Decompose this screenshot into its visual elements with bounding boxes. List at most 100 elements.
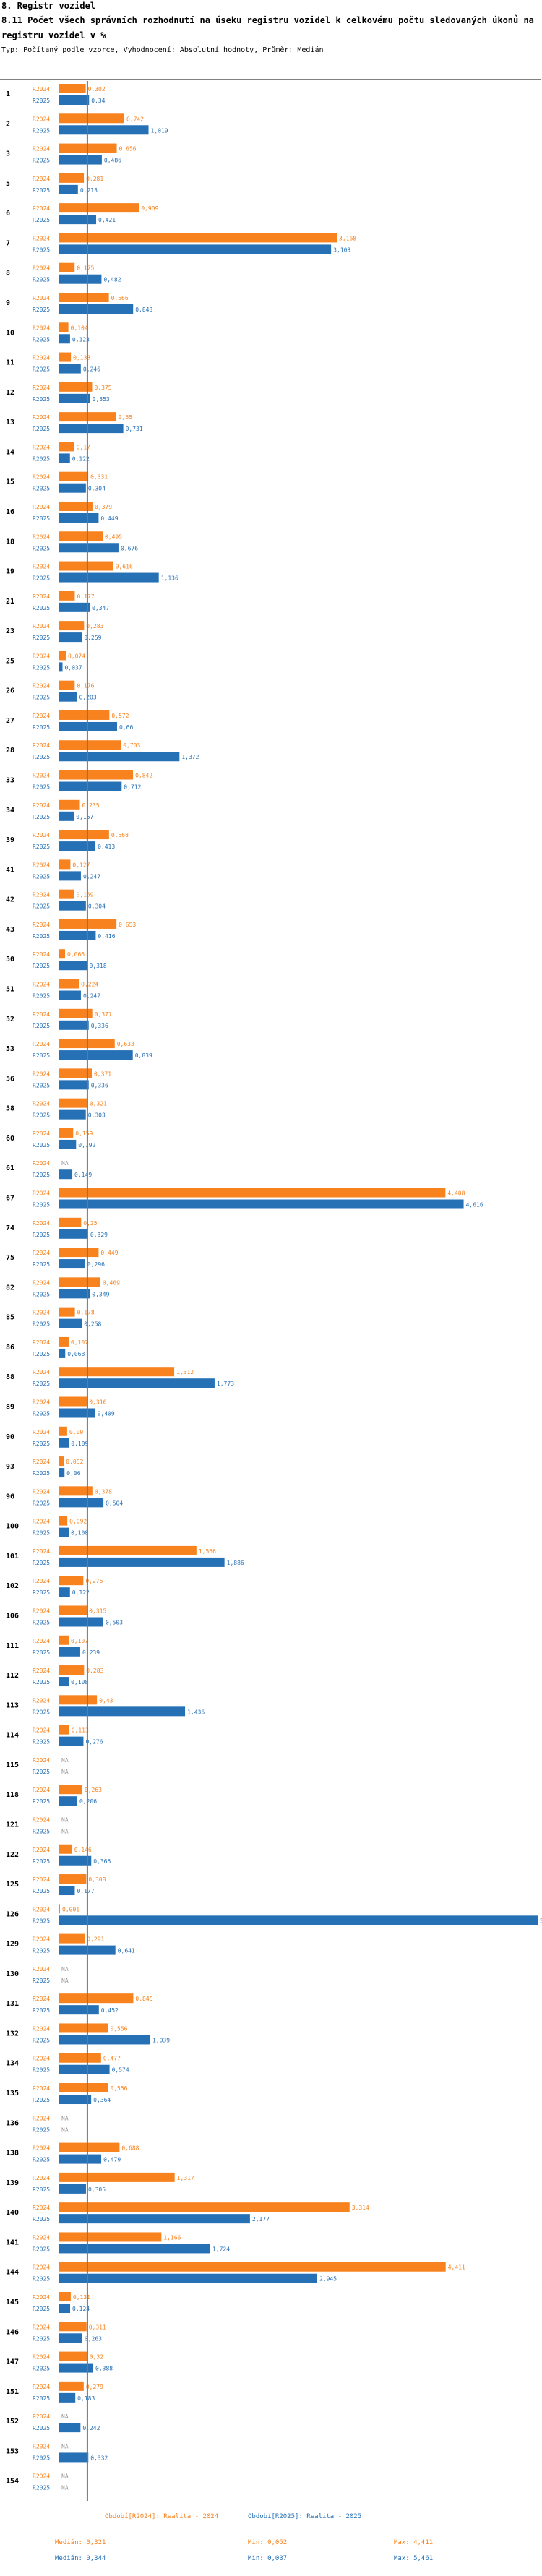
value-label: 0,332 bbox=[90, 2455, 108, 2461]
category-label: 131 bbox=[6, 2000, 19, 2008]
value-label: 4,411 bbox=[448, 2264, 465, 2271]
series-label: R2024 bbox=[33, 1011, 50, 1018]
series-label: R2024 bbox=[33, 951, 50, 958]
series-label: R2024 bbox=[33, 325, 50, 331]
bar bbox=[59, 352, 72, 362]
value-label: 1,773 bbox=[217, 1381, 234, 1387]
category-label: 86 bbox=[6, 1344, 14, 1352]
bar bbox=[59, 1217, 82, 1227]
bar bbox=[59, 2023, 108, 2033]
series-label: R2025 bbox=[33, 933, 50, 940]
value-label: 0,133 bbox=[73, 355, 90, 361]
category-label: 102 bbox=[6, 1582, 19, 1590]
na-label: NA bbox=[61, 1160, 69, 1167]
bar bbox=[59, 710, 110, 720]
category-label: 16 bbox=[6, 508, 14, 516]
bar bbox=[59, 2423, 81, 2433]
value-label: 0,213 bbox=[80, 187, 98, 194]
series-label: R2024 bbox=[33, 2443, 50, 2450]
bar bbox=[59, 721, 118, 731]
bar bbox=[59, 1109, 86, 1120]
series-label: R2024 bbox=[33, 235, 50, 241]
value-label: 4,616 bbox=[466, 1202, 483, 1208]
chart-title: 8.11 Počet všech správních rozhodnutí na… bbox=[1, 15, 534, 40]
bar bbox=[59, 215, 97, 225]
bar bbox=[59, 811, 74, 821]
value-label: 1,436 bbox=[187, 1709, 205, 1715]
legend-max: Max: 4,411 bbox=[394, 2539, 433, 2546]
value-label: 0,113 bbox=[72, 1727, 89, 1734]
value-label: 0,316 bbox=[89, 1399, 106, 1405]
category-label: 43 bbox=[6, 926, 14, 934]
bar bbox=[59, 1486, 93, 1496]
series-label: R2024 bbox=[33, 713, 50, 719]
bar bbox=[59, 1188, 446, 1198]
series-label: R2024 bbox=[33, 1936, 50, 1943]
value-label: 0,375 bbox=[94, 385, 111, 391]
category-label: 101 bbox=[6, 1553, 19, 1560]
value-label: 0,131 bbox=[73, 2294, 90, 2301]
bar bbox=[59, 871, 81, 881]
series-label: R2025 bbox=[33, 575, 50, 582]
value-label: 0,495 bbox=[105, 533, 122, 540]
value-label: 1,886 bbox=[227, 1560, 244, 1566]
bar bbox=[59, 2142, 120, 2152]
bar bbox=[59, 2095, 92, 2105]
series-label: R2025 bbox=[33, 1441, 50, 1447]
series-label: R2024 bbox=[33, 683, 50, 690]
value-label: 0,315 bbox=[89, 1607, 106, 1614]
category-label: 125 bbox=[6, 1881, 19, 1889]
value-label: 0,574 bbox=[112, 2067, 129, 2074]
na-label: NA bbox=[61, 1966, 69, 1972]
category-label: 136 bbox=[6, 2119, 19, 2127]
value-label: 0,653 bbox=[119, 922, 136, 928]
series-label: R2025 bbox=[33, 1052, 50, 1059]
bar bbox=[59, 770, 134, 780]
bar bbox=[59, 949, 66, 959]
bar bbox=[59, 1855, 92, 1866]
bar bbox=[59, 1408, 95, 1418]
series-label: R2024 bbox=[33, 86, 50, 93]
value-label: 0,321 bbox=[90, 1101, 107, 1107]
category-label: 152 bbox=[6, 2418, 19, 2426]
series-label: R2025 bbox=[33, 1232, 50, 1238]
series-label: R2025 bbox=[33, 1918, 50, 1924]
bar bbox=[59, 2202, 350, 2212]
category-label: 115 bbox=[6, 1761, 19, 1769]
value-label: 0,176 bbox=[77, 683, 94, 690]
category-label: 1 bbox=[6, 90, 10, 98]
series-label: R2024 bbox=[33, 2175, 50, 2181]
series-label: R2025 bbox=[33, 2485, 50, 2491]
value-label: 0,331 bbox=[90, 474, 108, 481]
value-label: 0,486 bbox=[104, 158, 121, 164]
series-label: R2024 bbox=[33, 2145, 50, 2152]
bar bbox=[59, 632, 82, 643]
value-label: 0,17 bbox=[77, 444, 90, 450]
category-label: 19 bbox=[6, 568, 14, 576]
na-label: NA bbox=[61, 1816, 69, 1823]
series-label: R2025 bbox=[33, 993, 50, 1000]
series-label: R2024 bbox=[33, 1459, 50, 1465]
value-label: 0,092 bbox=[69, 1519, 87, 1525]
series-label: R2024 bbox=[33, 1906, 50, 1912]
value-label: 0,318 bbox=[90, 963, 107, 969]
value-label: 0,127 bbox=[72, 862, 90, 868]
value-label: 0,742 bbox=[126, 116, 144, 122]
bar bbox=[59, 2035, 150, 2045]
bar bbox=[59, 1259, 85, 1269]
series-label: R2024 bbox=[33, 355, 50, 361]
value-label: 0,283 bbox=[86, 623, 103, 630]
series-label: R2025 bbox=[33, 1589, 50, 1596]
category-label: 135 bbox=[6, 2090, 19, 2098]
series-label: R2025 bbox=[33, 2037, 50, 2043]
value-label: 0,656 bbox=[119, 146, 137, 153]
series-label: R2025 bbox=[33, 1112, 50, 1119]
category-label: 130 bbox=[6, 1970, 19, 1978]
value-label: 0,364 bbox=[93, 2097, 111, 2103]
bar bbox=[59, 1318, 82, 1328]
category-label: 15 bbox=[6, 478, 14, 486]
series-label: R2025 bbox=[33, 724, 50, 731]
bar bbox=[59, 2053, 101, 2063]
series-label: R2025 bbox=[33, 515, 50, 522]
bar bbox=[59, 2064, 110, 2074]
